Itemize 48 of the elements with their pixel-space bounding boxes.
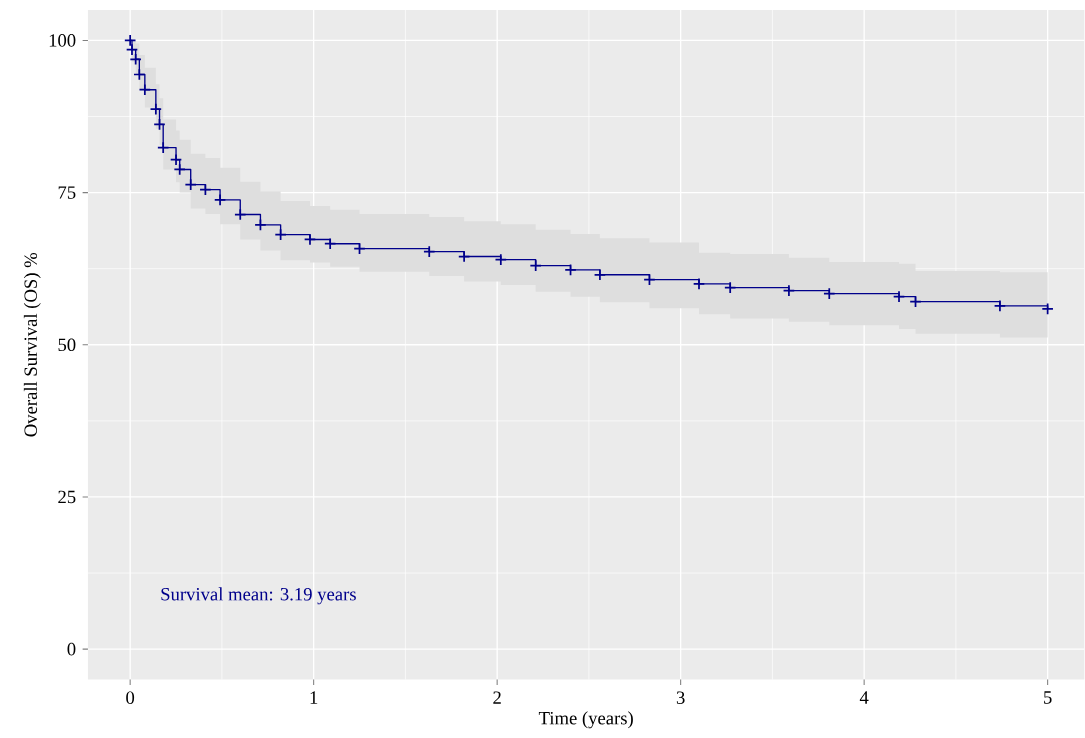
point xyxy=(494,253,508,266)
point xyxy=(323,237,337,251)
point xyxy=(593,268,607,282)
x-tick-label: 1 xyxy=(310,691,318,704)
x-tick-label: 4 xyxy=(859,691,869,704)
point xyxy=(723,281,737,294)
y-axis-title: Overall Survival (OS) % xyxy=(23,253,41,437)
point xyxy=(169,153,183,167)
point xyxy=(213,193,227,207)
point xyxy=(423,245,436,259)
point xyxy=(153,118,166,131)
x-tick-label: 2 xyxy=(493,691,501,704)
point xyxy=(457,250,471,263)
point xyxy=(353,242,366,256)
point xyxy=(993,299,1007,313)
point xyxy=(123,34,137,47)
point xyxy=(199,183,212,196)
point xyxy=(138,83,152,97)
point xyxy=(254,218,267,232)
point xyxy=(173,163,186,176)
point xyxy=(184,178,197,192)
y-tick-label: 75 xyxy=(58,186,76,200)
x-tick-label: 3 xyxy=(676,691,685,705)
point xyxy=(1041,302,1054,316)
point xyxy=(133,68,146,81)
y-tick-label: 50 xyxy=(58,338,76,352)
point xyxy=(643,273,656,287)
point xyxy=(274,228,287,242)
point xyxy=(234,208,247,221)
y-tick-label: 100 xyxy=(49,34,76,47)
point xyxy=(909,295,922,308)
point xyxy=(129,53,142,66)
point xyxy=(892,290,906,304)
y-tick-label: 0 xyxy=(67,643,76,656)
point xyxy=(156,141,170,154)
annotation: Survival mean: 3.19 years xyxy=(161,587,356,605)
point xyxy=(149,103,163,116)
x-tick-label: 0 xyxy=(126,691,135,705)
point xyxy=(564,263,577,277)
point xyxy=(692,277,706,291)
point xyxy=(823,287,836,301)
y-tick-label: 25 xyxy=(58,490,76,504)
point xyxy=(782,284,796,298)
point xyxy=(125,43,139,56)
point xyxy=(529,259,542,273)
x-tick-label: 5 xyxy=(1044,691,1052,705)
x-axis-title: Time (years) xyxy=(538,711,633,729)
point xyxy=(303,233,317,246)
